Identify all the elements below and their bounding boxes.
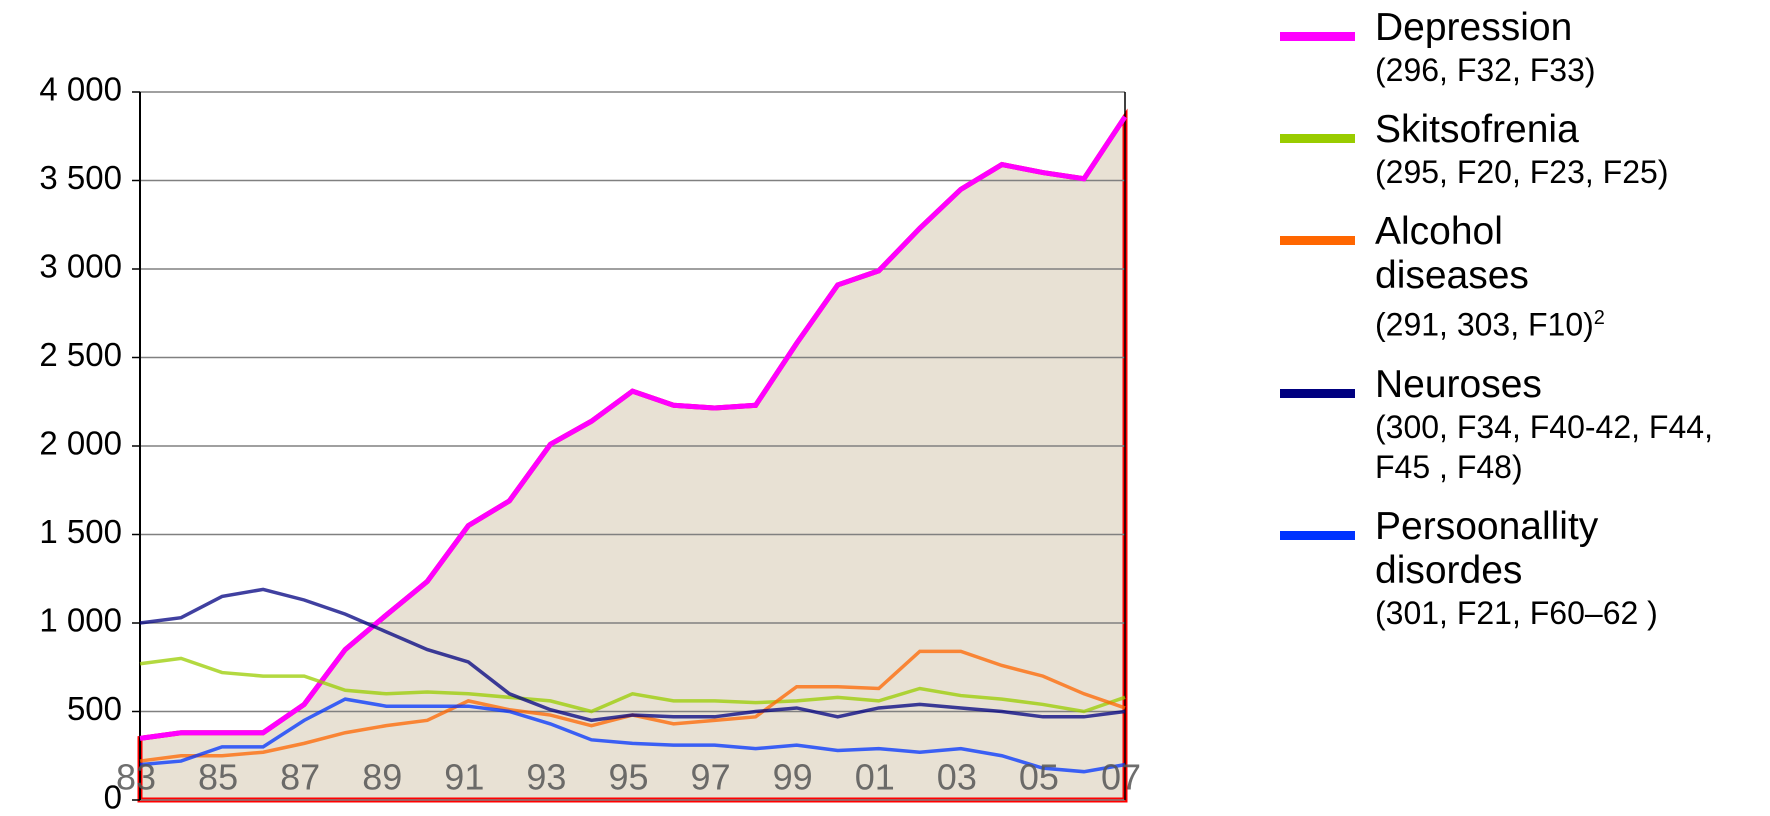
legend-entry: Depression (296, F32, F33) xyxy=(1280,6,1770,90)
legend-swatch xyxy=(1280,134,1355,143)
legend-entry: Skitsofrenia (295, F20, F23, F25) xyxy=(1280,108,1770,192)
legend-entry: Neuroses (300, F34, F40-42, F44, F45 , F4… xyxy=(1280,363,1770,487)
series-line xyxy=(139,697,1126,774)
legend: Depression (296, F32, F33) Skitsofrenia (29… xyxy=(1280,6,1770,651)
codes: (300, F34, F40-42, F44, F45 , F48) xyxy=(1375,408,1713,485)
x-tick-label: 99 xyxy=(773,757,813,798)
y-tick-label: 2 000 xyxy=(39,425,122,462)
legend-swatch xyxy=(1280,32,1355,41)
legend-label: Neuroses xyxy=(1375,362,1542,406)
y-tick-label: 3 500 xyxy=(39,159,122,196)
x-tick-label: 89 xyxy=(362,757,402,798)
series-line xyxy=(139,656,1126,714)
x-tick-label: 07 xyxy=(1101,757,1141,798)
legend-label: Skitsofrenia xyxy=(1375,108,1579,151)
y-tick-label: 4 000 xyxy=(39,71,122,108)
y-tick-label: 2 500 xyxy=(39,336,122,373)
footnote-mark: 2 xyxy=(1593,307,1605,329)
legend-swatch xyxy=(1280,530,1355,540)
x-tick-label: 95 xyxy=(608,757,648,798)
y-tick-label: 1 000 xyxy=(39,602,122,639)
y-tick-label: 3 000 xyxy=(39,248,122,285)
legend-codes: (300, F34, F40-42, F44, F45 , F48) xyxy=(1375,407,1765,487)
legend-entry: Alcohol diseases (291, 303, F10)2 xyxy=(1280,210,1770,345)
series-line xyxy=(139,587,1126,723)
codes: (295, F20, F23, F25) xyxy=(1375,154,1669,190)
legend-codes: (291, 303, F10)2 xyxy=(1375,298,1765,345)
codes: (296, F32, F33) xyxy=(1375,52,1596,88)
legend-codes: (295, F20, F23, F25) xyxy=(1375,152,1765,192)
x-tick-label: 87 xyxy=(280,757,320,798)
y-tick-label: 500 xyxy=(67,690,122,727)
x-tick-label: 97 xyxy=(691,757,731,798)
legend-label: Persoonallity disordes xyxy=(1375,504,1599,592)
x-tick-label: 91 xyxy=(444,757,484,798)
x-tick-label: 05 xyxy=(1019,757,1059,798)
legend-swatch xyxy=(1280,236,1355,245)
chart: 0 500 1 000 1 500 2 000 2 500 3 000 3 500 4 000 8… xyxy=(39,71,1141,816)
legend-codes: (301, F21, F60–62 ) xyxy=(1375,593,1765,633)
legend-label: Depression xyxy=(1375,6,1573,49)
y-tick-label: 0 xyxy=(104,779,122,816)
y-tick-label: 1 500 xyxy=(39,513,122,550)
codes: (301, F21, F60–62 ) xyxy=(1375,594,1658,631)
legend-entry: Persoonallity disordes (301, F21, F60–62 … xyxy=(1280,505,1770,633)
x-tick-label: 03 xyxy=(937,757,977,798)
legend-codes: (296, F32, F33) xyxy=(1375,50,1765,90)
x-tick-label: 85 xyxy=(198,757,238,798)
codes: (291, 303, F10) xyxy=(1375,306,1594,343)
series-line xyxy=(139,115,1128,741)
x-tick-label: 83 xyxy=(116,757,156,798)
x-tick-label: 93 xyxy=(526,757,566,798)
legend-label: Alcohol diseases xyxy=(1375,210,1529,297)
legend-swatch xyxy=(1280,388,1355,398)
x-tick-label: 01 xyxy=(855,757,895,798)
